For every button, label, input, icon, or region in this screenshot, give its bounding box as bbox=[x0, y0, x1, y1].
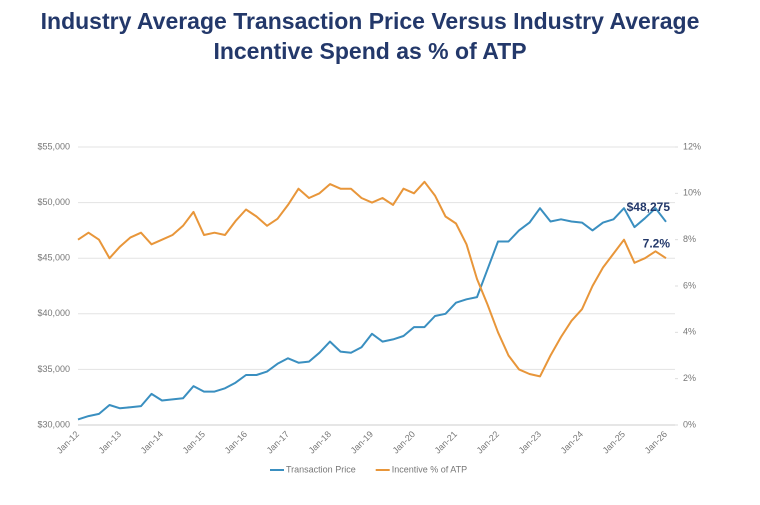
y-tick-label: $45,000 bbox=[37, 253, 70, 263]
chart-title: Industry Average Transaction Price Versu… bbox=[40, 8, 700, 64]
y2-tick-label: 0% bbox=[683, 419, 696, 429]
x-tick-label: Jan-17 bbox=[265, 429, 292, 456]
x-tick-label: Jan-25 bbox=[601, 429, 628, 456]
data-label: 7.2% bbox=[643, 236, 671, 250]
x-tick-label: Jan-12 bbox=[55, 429, 82, 456]
x-tick-label: Jan-22 bbox=[475, 429, 502, 456]
y2-tick-label: 12% bbox=[683, 141, 701, 151]
y-tick-label: $50,000 bbox=[37, 197, 70, 207]
y-tick-label: $30,000 bbox=[37, 419, 70, 429]
x-tick-label: Jan-19 bbox=[349, 429, 376, 456]
x-tick-label: Jan-15 bbox=[181, 429, 208, 456]
series-line bbox=[77, 207, 667, 421]
y2-tick-label: 10% bbox=[683, 188, 701, 198]
y-tick-label: $40,000 bbox=[37, 308, 70, 318]
legend-label: Transaction Price bbox=[286, 464, 356, 474]
x-tick-label: Jan-21 bbox=[433, 429, 460, 456]
legend-label: Incentive % of ATP bbox=[392, 464, 467, 474]
data-label: $48,275 bbox=[627, 200, 671, 214]
y2-tick-label: 4% bbox=[683, 327, 696, 337]
x-tick-label: Jan-24 bbox=[559, 429, 586, 456]
x-tick-label: Jan-26 bbox=[643, 429, 670, 456]
series-line bbox=[77, 180, 667, 378]
x-tick-label: Jan-23 bbox=[517, 429, 544, 456]
x-tick-label: Jan-16 bbox=[223, 429, 250, 456]
y2-tick-label: 8% bbox=[683, 234, 696, 244]
y2-tick-label: 6% bbox=[683, 280, 696, 290]
y2-tick-label: 2% bbox=[683, 373, 696, 383]
x-tick-label: Jan-20 bbox=[391, 429, 418, 456]
y-tick-label: $55,000 bbox=[37, 141, 70, 151]
x-tick-label: Jan-14 bbox=[139, 429, 166, 456]
x-tick-label: Jan-18 bbox=[307, 429, 334, 456]
y-tick-label: $35,000 bbox=[37, 364, 70, 374]
x-tick-label: Jan-13 bbox=[97, 429, 124, 456]
